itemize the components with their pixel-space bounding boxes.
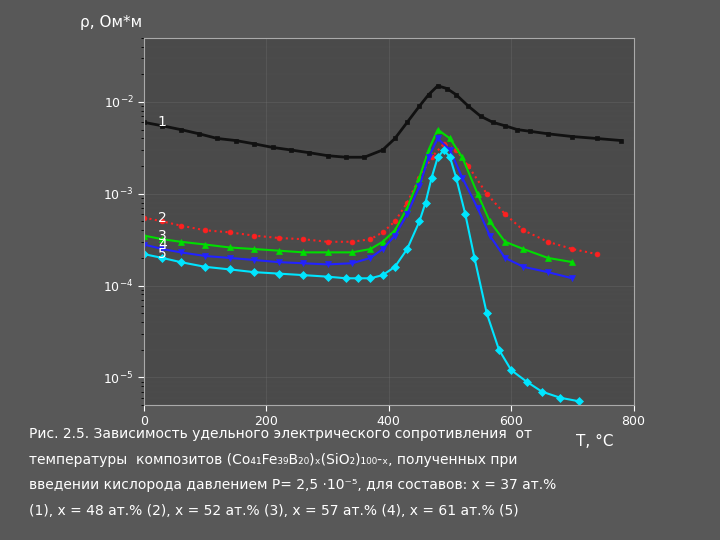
Text: температуры  композитов (Co₄₁Fe₃₉B₂₀)ₓ(SiO₂)₁₀₀-ₓ, полученных при: температуры композитов (Co₄₁Fe₃₉B₂₀)ₓ(Si… <box>29 453 517 467</box>
Text: введении кислорода давлением P= 2,5 ·10⁻⁵, для составов: x = 37 ат.%: введении кислорода давлением P= 2,5 ·10⁻… <box>29 478 556 492</box>
Text: 2: 2 <box>158 211 167 225</box>
Text: ρ, Ом*м: ρ, Ом*м <box>81 16 143 30</box>
Text: 4: 4 <box>158 238 167 252</box>
Text: (1), x = 48 ат.% (2), x = 52 ат.% (3), x = 57 ат.% (4), x = 61 ат.% (5): (1), x = 48 ат.% (2), x = 52 ат.% (3), x… <box>29 504 518 518</box>
Text: Рис. 2.5. Зависимость удельного электрического сопротивления  от: Рис. 2.5. Зависимость удельного электрич… <box>29 427 532 441</box>
X-axis label: T, °C: T, °C <box>576 434 613 449</box>
Text: 5: 5 <box>158 247 167 261</box>
Text: 1: 1 <box>158 116 167 130</box>
Text: 3: 3 <box>158 228 167 242</box>
